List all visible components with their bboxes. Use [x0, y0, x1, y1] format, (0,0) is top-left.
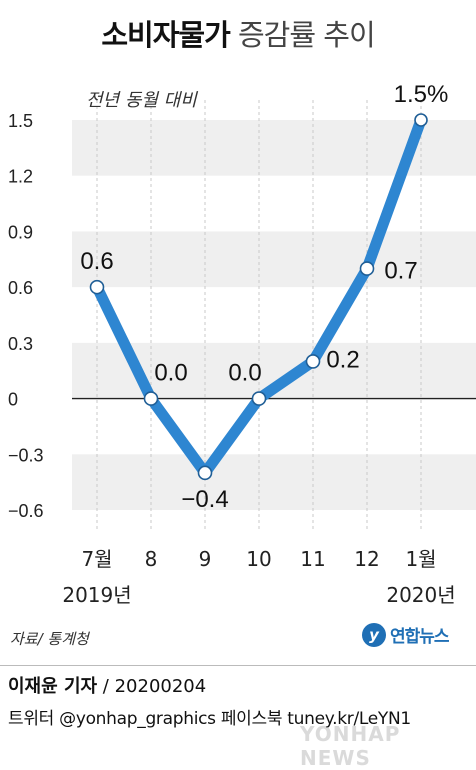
logo-text: 연합뉴스 — [390, 627, 450, 647]
data-label: 0.7 — [384, 258, 417, 285]
x-tick-label: 9 — [199, 547, 212, 571]
data-label: 0.6 — [80, 248, 113, 275]
grid-band — [72, 454, 476, 510]
data-label: 1.5% — [394, 81, 449, 108]
data-label: 0.0 — [228, 360, 261, 387]
y-tick-label: 1.2 — [8, 167, 33, 187]
unit-label: 전년 동월 대비 — [86, 90, 198, 111]
data-point — [251, 391, 267, 406]
chart-title: 소비자물가 증감률 추이 — [0, 12, 476, 54]
x-tick-label: 11 — [300, 547, 325, 571]
yonhap-logo: y 연합뉴스 — [362, 622, 450, 647]
x-tick-label: 12 — [354, 547, 379, 571]
y-tick-label: −0.3 — [8, 445, 44, 465]
x-tick-label: 1월 — [405, 547, 436, 571]
x-tick-label: 10 — [246, 547, 271, 571]
line-chart: 1.5 1.2 0.9 0.6 0.3 0 −0.3 −0.6 전년 동월 대비 0.6 0.0 −0… — [8, 81, 476, 607]
data-point — [414, 113, 428, 127]
data-label: −0.4 — [181, 486, 228, 513]
data-point — [305, 354, 321, 369]
title-light: 증감률 추이 — [238, 18, 376, 52]
publish-date: / 20200204 — [97, 676, 207, 697]
social-links: 트위터 @yonhap_graphics 페이스북 tuney.kr/LeYN1 — [8, 709, 411, 729]
watermark: YONHAP NEWS — [300, 722, 401, 770]
x-tick-label: 8 — [145, 547, 158, 571]
data-point — [359, 261, 375, 276]
data-point — [89, 279, 105, 295]
y-tick-label: 0.3 — [8, 334, 33, 354]
y-tick-label: −0.6 — [8, 501, 44, 521]
y-tick-label: 0.9 — [8, 222, 33, 242]
y-tick-label: 1.5 — [8, 111, 33, 131]
title-bold: 소비자물가 — [101, 18, 230, 52]
data-label: 0.2 — [326, 346, 359, 373]
source-note: 자료/ 통계청 — [10, 630, 89, 648]
footer-divider — [0, 665, 476, 666]
x-year-label: 2020년 — [386, 583, 455, 607]
data-point — [197, 465, 213, 481]
yonhap-logo-icon: y — [362, 622, 386, 647]
x-year-label: 2019년 — [62, 583, 131, 607]
x-tick-label: 7월 — [81, 547, 112, 571]
data-point — [143, 391, 159, 406]
data-label: 0.0 — [154, 360, 187, 387]
y-tick-label: 0.6 — [8, 278, 33, 298]
y-tick-label: 0 — [8, 390, 18, 410]
grid-band — [72, 231, 476, 288]
reporter-name: 이재윤 기자 — [8, 676, 98, 697]
reporter-credit: 이재윤 기자 / 20200204 — [8, 672, 206, 698]
